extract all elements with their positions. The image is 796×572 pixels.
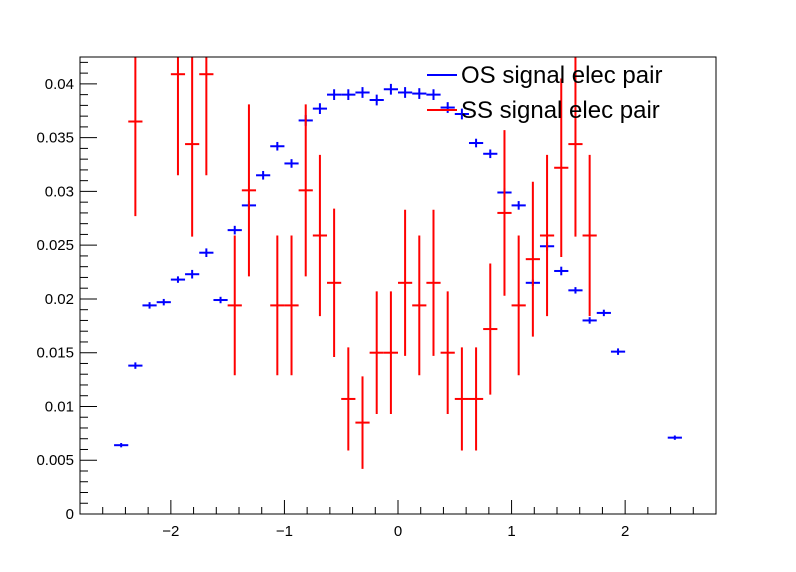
- axes: −2 −1 0 1 2 0 0.005 0.01 0.015 0.02 0.025 0.03 0.035…: [36, 61, 694, 540]
- data-point: [270, 141, 285, 151]
- data-point: [355, 87, 370, 98]
- data-point: [341, 89, 356, 101]
- data-point: [270, 235, 285, 376]
- y-tick-label: 0.04: [45, 76, 74, 93]
- data-point: [483, 149, 498, 159]
- data-point: [610, 348, 626, 355]
- y-tick-label: 0.01: [45, 398, 74, 415]
- x-tick-label: 2: [621, 523, 629, 540]
- data-point: [483, 263, 498, 395]
- data-point: [525, 181, 540, 337]
- data-point: [412, 235, 427, 376]
- data-point: [568, 57, 583, 237]
- data-point: [440, 102, 455, 113]
- data-point: [227, 235, 242, 376]
- data-point: [369, 291, 384, 414]
- data-point: [213, 296, 228, 304]
- data-point: [256, 170, 271, 180]
- data-point: [170, 57, 186, 176]
- data-point: [582, 154, 597, 317]
- data-point: [114, 443, 129, 448]
- y-tick-label: 0.025: [36, 237, 74, 254]
- data-point: [284, 235, 299, 376]
- data-point: [511, 201, 526, 210]
- data-point: [298, 104, 313, 277]
- data-point: [199, 248, 214, 258]
- series-layer: [114, 57, 682, 469]
- data-point: [468, 347, 484, 451]
- data-point: [412, 88, 427, 99]
- y-tick-label: 0.02: [45, 291, 74, 308]
- data-point: [468, 138, 484, 148]
- data-point: [156, 298, 171, 306]
- data-point: [426, 209, 441, 356]
- plot-frame: [79, 56, 717, 515]
- data-point: [142, 302, 157, 309]
- data-point: [398, 87, 413, 98]
- data-point: [327, 208, 342, 358]
- data-point: [170, 276, 186, 283]
- y-tick-label: 0.015: [36, 345, 74, 362]
- legend-label: SS signal elec pair: [461, 97, 660, 124]
- data-point: [511, 235, 526, 376]
- legend-label: OS signal elec pair: [461, 62, 662, 89]
- y-tick-label: 0.035: [36, 130, 74, 147]
- data-point: [454, 108, 469, 120]
- y-tick-label: 0.005: [36, 452, 74, 469]
- data-point: [312, 103, 328, 114]
- data-point: [440, 291, 455, 414]
- data-point: [284, 159, 299, 168]
- data-point: [383, 83, 398, 95]
- data-point: [398, 209, 413, 356]
- data-point: [341, 347, 356, 451]
- data-point: [568, 287, 583, 294]
- data-point: [426, 89, 441, 101]
- data-point: [554, 78, 569, 258]
- x-tick-label: 1: [507, 523, 515, 540]
- data-point: [582, 317, 597, 324]
- data-point: [497, 130, 512, 296]
- y-tick-label: 0.03: [45, 183, 74, 200]
- data-point: [185, 269, 200, 279]
- data-point: [454, 347, 469, 451]
- x-tick-label: −1: [276, 523, 293, 540]
- data-point: [369, 94, 384, 106]
- x-tick-label: 0: [394, 523, 402, 540]
- data-point: [185, 57, 200, 237]
- data-point: [312, 154, 328, 317]
- legend: OS signal elec pair SS signal elec pair: [427, 62, 662, 124]
- data-point: [383, 291, 398, 414]
- data-point: [199, 57, 214, 176]
- data-point: [596, 309, 611, 317]
- data-point: [128, 362, 143, 369]
- series-ss: [128, 57, 597, 469]
- data-point: [227, 225, 242, 235]
- data-point: [355, 376, 370, 469]
- x-tick-label: −2: [162, 523, 179, 540]
- data-point: [327, 89, 342, 101]
- data-point: [667, 435, 682, 440]
- data-point: [539, 154, 555, 317]
- data-point: [128, 57, 143, 217]
- data-point: [554, 266, 569, 276]
- data-point: [241, 104, 257, 277]
- y-tick-label: 0: [66, 506, 74, 523]
